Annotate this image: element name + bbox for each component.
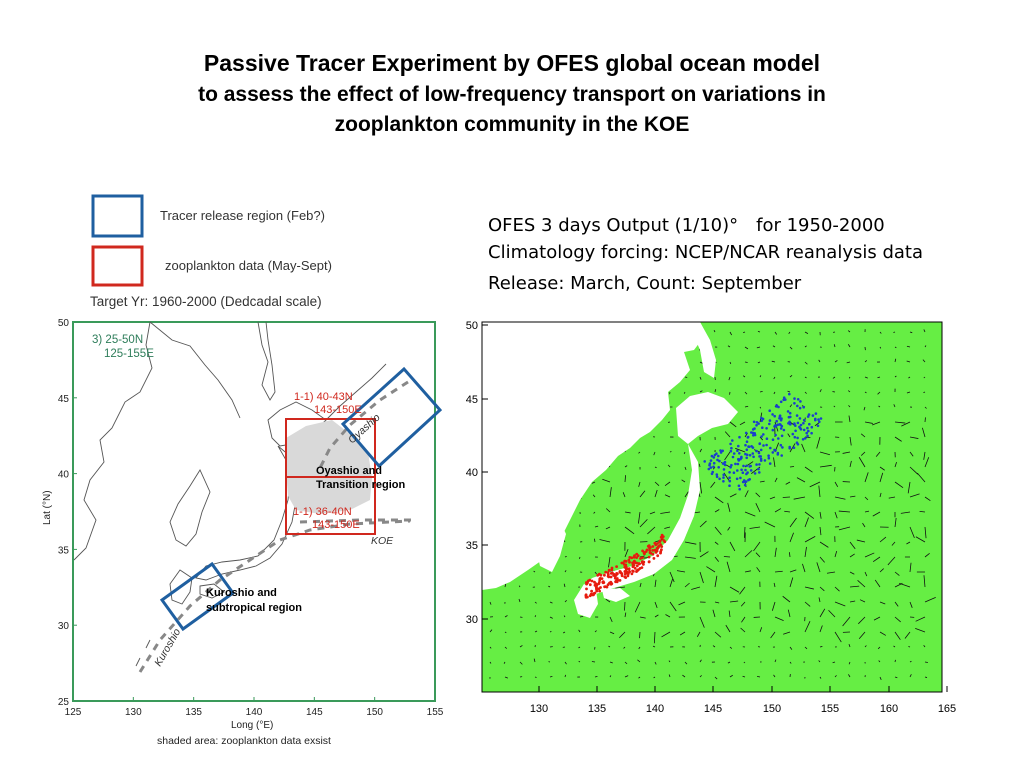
left-ytick-label: 50 [58,318,70,329]
blue-box-oyashio [340,366,443,469]
left-ytick-label: 30 [58,621,70,632]
info-forcing: Climatology forcing: NCEP/NCAR reanalysi… [488,242,924,263]
region-north-line2: 143-150E [314,404,362,416]
legend-tracer-label: Tracer release region (Feb?) [160,208,325,223]
legend-target-label: Target Yr: 1960-2000 (Dedcadal scale) [90,294,322,309]
left-map-frame [72,321,436,702]
left-xtick-label: 140 [246,707,263,718]
title-line-3: zooplankton community in the KOE [334,113,690,136]
koe-current-label: KOE [371,535,394,547]
left-xtick-label: 150 [366,707,383,718]
legend-blue-box [91,194,144,238]
left-ytick-label: 25 [58,697,70,708]
left-ytick-label: 35 [58,545,70,556]
left-xtick-label: 145 [306,707,323,718]
region-north-line1: 1-1) 40-43N [294,391,353,403]
left-ylabel: Lat (°N) [42,490,53,525]
title-line-1: Passive Tracer Experiment by OFES global… [203,50,821,76]
legend-zooplankton-label: zooplankton data (May-Sept) [165,258,332,273]
legend-red-box [91,245,144,287]
region3-line2: 125-155E [104,348,154,360]
kuroshio-region-line2: subtropical region [206,602,302,614]
red-box-south [285,476,376,535]
left-xlabel: Long (°E) [231,720,273,731]
kuroshio-region-line1: Kuroshio and [206,587,277,599]
left-ytick-label: 45 [58,394,70,405]
zooplankton-shaded-area [286,420,372,514]
left-map-axes: 125 130 135 140 145 150 155 50 45 40 35 30 25 [58,318,444,718]
oyashio-region-line1: Oyashio and [316,465,382,477]
region3-line1: 3) 25-50N [92,334,143,346]
current-paths [138,380,412,673]
left-ytick-label: 40 [58,470,70,481]
left-xtick-label: 125 [65,707,82,718]
title-line-2: to assess the effect of low-frequency tr… [198,83,826,106]
info-output: OFES 3 days Output (1/10)° for 1950-2000 [488,215,885,236]
left-map-coastlines [73,321,387,667]
blue-box-kuroshio [159,561,236,632]
oyashio-region-line2: Transition region [316,479,406,491]
left-caption: shaded area: zooplankton data exsist [157,735,331,747]
region-south-line2: 143-150E [312,519,360,531]
left-xtick-label: 135 [185,707,202,718]
left-xtick-label: 130 [125,707,142,718]
left-xtick-label: 155 [427,707,444,718]
region-south-line1: 1-1) 36-40N [293,506,352,518]
info-release: Release: March, Count: September [488,273,802,294]
